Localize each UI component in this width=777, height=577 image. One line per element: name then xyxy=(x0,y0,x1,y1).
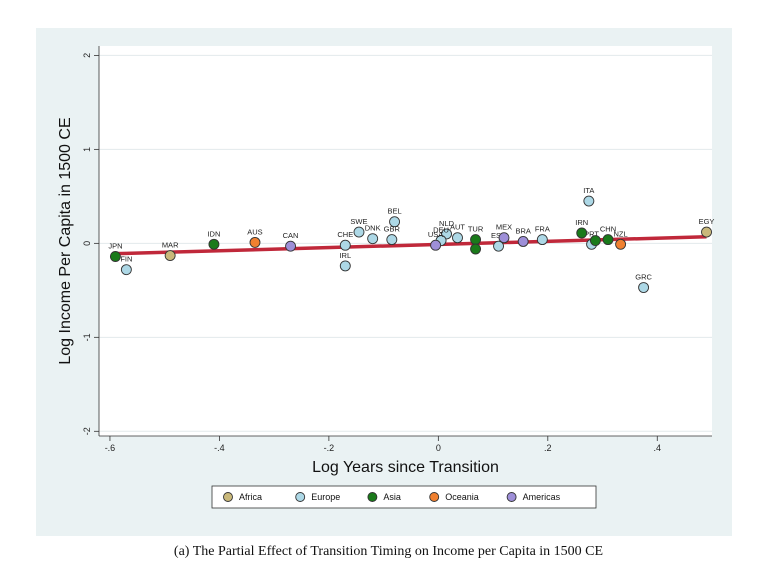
data-point xyxy=(389,216,401,228)
x-tick-label: -.6 xyxy=(105,443,116,453)
point-label: IRL xyxy=(339,251,351,260)
x-tick-label: -.4 xyxy=(214,443,225,453)
point-label: CHN xyxy=(600,225,616,234)
point-label: BRA xyxy=(515,226,530,235)
data-point xyxy=(430,239,442,251)
x-tick-label: 0 xyxy=(436,443,441,453)
legend-label: Americas xyxy=(523,492,561,502)
point-label: MEX xyxy=(496,223,512,232)
scatter-chart: -2 -1 0 1 2 -.6 -.4 -.2 0 .2 .4 MAR EGY FIN CHE IRL SWE… xyxy=(57,46,715,509)
legend-label: Asia xyxy=(383,492,401,502)
data-point xyxy=(583,195,595,207)
legend-label: Oceania xyxy=(445,492,479,502)
point-label: FIN xyxy=(120,255,132,264)
data-point xyxy=(249,236,261,248)
legend-marker xyxy=(367,492,378,502)
point-label: TUR xyxy=(468,225,484,234)
point-label: FRA xyxy=(535,225,550,234)
legend-box xyxy=(211,485,597,509)
point-label: GBR xyxy=(384,225,401,234)
point-label: DNK xyxy=(365,224,381,233)
point-label: AUS xyxy=(247,227,262,236)
x-tick-label: -.2 xyxy=(324,443,335,453)
data-point xyxy=(517,236,529,247)
data-point xyxy=(353,226,365,238)
x-axis-title: Log Years since Transition xyxy=(312,459,499,476)
data-point xyxy=(339,239,351,251)
point-label: SWE xyxy=(350,217,367,226)
y-tick-label: -2 xyxy=(82,427,92,435)
y-tick-label: 2 xyxy=(82,53,92,58)
data-point xyxy=(498,232,510,244)
data-point xyxy=(208,238,220,250)
data-point xyxy=(386,234,398,246)
point-label: PRT xyxy=(584,229,599,238)
y-tick-label: 0 xyxy=(82,241,92,246)
data-point xyxy=(493,240,504,252)
legend: Africa Europe Asia Oceania Americas xyxy=(211,485,597,509)
figure-caption: (a) The Partial Effect of Transition Tim… xyxy=(173,544,604,559)
y-axis-title: Log Income Per Capita in 1500 CE xyxy=(57,117,74,364)
point-label: USA xyxy=(428,230,443,239)
point-label: CAN xyxy=(283,231,299,240)
x-tick-label: .2 xyxy=(544,443,552,453)
point-label: IRN xyxy=(575,218,588,227)
data-point xyxy=(602,234,614,246)
point-label: CHE xyxy=(337,230,353,239)
point-label: MAR xyxy=(162,241,179,250)
data-point xyxy=(109,251,121,262)
y-tick-label: 1 xyxy=(82,147,92,152)
data-point xyxy=(367,233,379,245)
data-point xyxy=(470,243,482,255)
data-point xyxy=(576,227,588,239)
data-point xyxy=(164,250,176,262)
point-label: ESP xyxy=(491,231,506,240)
point-label: JPN xyxy=(108,242,122,251)
data-point xyxy=(120,264,132,276)
data-point xyxy=(536,234,548,246)
legend-marker xyxy=(223,492,233,502)
point-label: NLD xyxy=(439,219,455,228)
data-point xyxy=(638,282,650,293)
point-label: NZL xyxy=(614,229,628,238)
data-point xyxy=(339,260,351,272)
data-point xyxy=(589,235,601,246)
point-label: ITA xyxy=(583,186,594,195)
data-point xyxy=(701,226,712,238)
legend-marker xyxy=(506,492,517,502)
point-label: DEU xyxy=(433,226,449,235)
axes: -2 -1 0 1 2 -.6 -.4 -.2 0 .2 .4 xyxy=(82,46,712,453)
point-label: GRC xyxy=(635,273,652,282)
legend-label: Africa xyxy=(239,492,262,502)
data-point xyxy=(470,234,482,246)
point-label: EGY xyxy=(699,217,715,226)
figure-panel: -2 -1 0 1 2 -.6 -.4 -.2 0 .2 .4 MAR EGY FIN CHE IRL SWE… xyxy=(36,28,732,536)
point-label: BEL xyxy=(387,207,401,216)
point-label: AUT xyxy=(450,223,465,232)
legend-marker xyxy=(429,492,440,502)
legend-marker xyxy=(295,492,306,502)
data-point xyxy=(615,238,627,250)
x-tick-label: .4 xyxy=(654,443,662,453)
point-label: IDN xyxy=(207,229,220,238)
data-point xyxy=(452,232,463,244)
data-point xyxy=(285,240,297,252)
legend-label: Europe xyxy=(311,492,340,502)
y-tick-label: -1 xyxy=(82,333,92,341)
